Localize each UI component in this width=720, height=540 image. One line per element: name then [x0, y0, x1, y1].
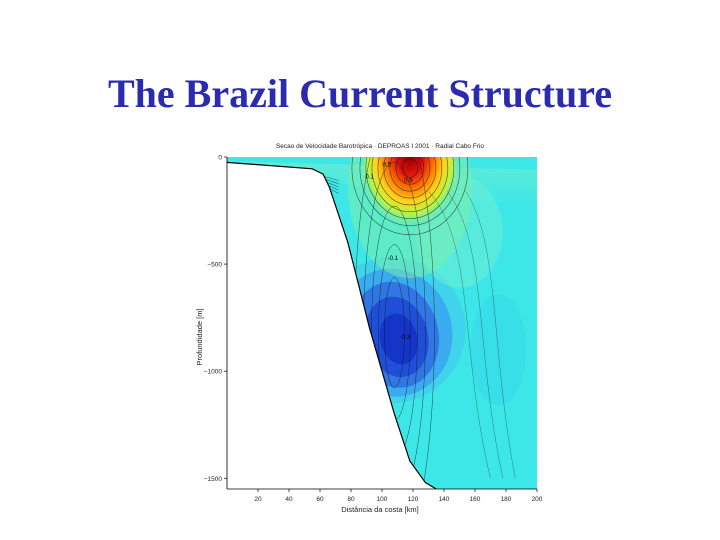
chart-title: Secao de Velocidade Barotrópica · DEPROA… [276, 143, 484, 150]
slide-title: The Brazil Current Structure [107, 71, 612, 116]
seafloor [227, 162, 437, 489]
contour-labels: 0.1 0.5 0.9 -0.1 -0.3 [365, 163, 413, 341]
velocity-section-figure: Secao de Velocidade Barotrópica · DEPROA… [180, 132, 560, 524]
x-axis-label: Distância da costa [km] [341, 505, 419, 514]
x-tick-label: 200 [532, 496, 543, 503]
y-ticks: 0 −500 −1000 −1500 [204, 155, 227, 483]
contour-line [389, 157, 431, 192]
contour-label: 0.1 [365, 174, 374, 180]
contour-line [465, 191, 516, 479]
x-tick-label: 20 [254, 496, 262, 503]
x-tick-label: 160 [470, 496, 481, 503]
x-tick-label: 140 [439, 496, 450, 503]
negative-band [379, 313, 418, 365]
velocity-section-chart: Secao de Velocidade Barotrópica · DEPROA… [195, 143, 543, 514]
x-ticks: 20 40 60 80 100 120 140 160 180 200 [254, 489, 543, 503]
contour-line [359, 157, 461, 226]
x-tick-label: 60 [316, 496, 324, 503]
contour-label: 0.5 [382, 163, 391, 169]
contour-line [384, 277, 405, 388]
y-tick-label: −1500 [204, 476, 223, 483]
y-tick-label: 0 [218, 155, 222, 162]
y-tick-label: −500 [207, 262, 222, 269]
contour-label: 0.9 [404, 179, 413, 185]
x-tick-label: 120 [408, 496, 419, 503]
positive-core [363, 157, 456, 237]
contour-line [401, 158, 419, 178]
contour-line [365, 157, 455, 219]
seafloor-outline [227, 161, 437, 489]
contour-label: -0.1 [388, 256, 399, 262]
x-tick-label: 180 [501, 496, 512, 503]
x-tick-label: 80 [347, 496, 355, 503]
contour-line [383, 157, 437, 199]
y-axis-label: Profundidade [m] [195, 308, 204, 365]
x-tick-label: 100 [377, 496, 388, 503]
bathymetry-mask [227, 161, 437, 489]
contour-label: -0.3 [400, 335, 411, 341]
x-tick-label: 40 [285, 496, 293, 503]
contour-line [446, 191, 504, 479]
contour-line [428, 191, 491, 479]
contour-line [351, 157, 469, 236]
y-tick-label: −1000 [204, 369, 223, 376]
